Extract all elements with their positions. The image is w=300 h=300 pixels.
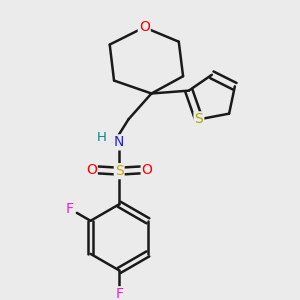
Text: O: O xyxy=(139,20,150,34)
Text: O: O xyxy=(86,163,97,177)
Text: O: O xyxy=(142,163,153,177)
Text: N: N xyxy=(114,135,124,149)
Text: F: F xyxy=(115,287,123,300)
Text: S: S xyxy=(115,164,124,178)
Text: F: F xyxy=(66,202,74,216)
Text: H: H xyxy=(97,131,107,144)
Text: S: S xyxy=(194,112,203,126)
